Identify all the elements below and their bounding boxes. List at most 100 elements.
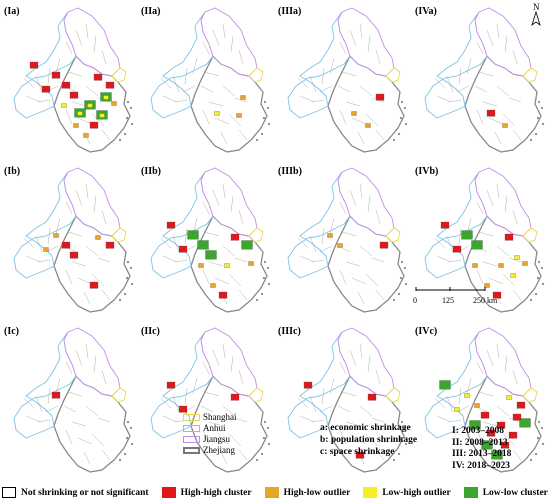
cluster-patch-hh	[69, 91, 79, 99]
province-swatch	[183, 425, 200, 432]
panel-label: (IIIc)	[278, 326, 301, 337]
cluster-patch-lh	[514, 255, 520, 260]
province-name: Jiangsu	[203, 434, 230, 444]
shrinkage-type-legend: a: economic shrinkage b: population shri…	[320, 422, 417, 458]
cluster-patch-ll	[197, 240, 209, 250]
cluster-patch-hl	[95, 235, 101, 240]
cluster-patch-hl	[111, 101, 117, 106]
map-panel-IIb: (IIb)	[141, 166, 271, 313]
cluster-patch-hh	[51, 71, 61, 79]
cluster-patch-ll	[187, 230, 199, 240]
cluster-swatch	[363, 487, 378, 498]
map-panel-IIIb: (IIIb)	[278, 166, 408, 313]
cluster-patch-hh	[218, 291, 228, 299]
panel-label: (IIc)	[141, 326, 160, 337]
map-panel-IIa: (IIa)	[141, 6, 271, 153]
period-legend: I: 2003–2008 II: 2008–2013 III: 2013–201…	[452, 426, 511, 472]
cluster-patch-ll	[469, 420, 481, 430]
map-panel-IIc: (IIc)	[141, 326, 271, 473]
cluster-patch-ll	[481, 440, 493, 450]
period-III: III: 2013–2018	[452, 449, 512, 459]
cluster-patch-hh	[61, 81, 71, 89]
cluster-patch-hh	[508, 431, 518, 439]
cluster-patch-ll	[471, 240, 483, 250]
cluster-patch-hh	[375, 93, 385, 101]
panel-label: (Ic)	[4, 326, 19, 337]
cluster-patch-hh	[367, 393, 377, 401]
cluster-patch-hh	[230, 393, 240, 401]
panel-label: (IVb)	[415, 166, 438, 177]
panel-label: (IIb)	[141, 166, 161, 177]
cluster-patch-hh	[93, 73, 103, 81]
province-swatch	[183, 436, 200, 443]
panel-label: (IIa)	[141, 6, 160, 17]
cluster-patch-lh	[464, 393, 470, 398]
cluster-patch-hh	[89, 281, 99, 289]
cluster-patch-lh	[103, 95, 109, 100]
shrinkage-type-a: a: economic shrinkage	[320, 423, 411, 433]
province-legend: Shanghai Anhui Jiangsu Zhejiang	[183, 412, 237, 456]
panel-label: (IIIb)	[278, 166, 302, 177]
cluster-patch-hh	[452, 245, 462, 253]
cluster-label: Low-high outlier	[382, 487, 451, 498]
cluster-patch-hh	[512, 413, 522, 421]
period-I: I: 2003–2008	[452, 426, 504, 436]
cluster-patch-hl	[522, 261, 528, 266]
cluster-patch-hl	[240, 95, 246, 100]
cluster-patch-lh	[454, 407, 460, 412]
cluster-patch-hl	[502, 123, 508, 128]
cluster-patch-ll	[439, 380, 451, 390]
province-name: Shanghai	[203, 412, 237, 422]
cluster-label: High-high cluster	[180, 487, 252, 498]
period-II: II: 2008–2013	[452, 437, 508, 448]
cluster-patch-hh	[61, 241, 71, 249]
north-label: N	[533, 2, 540, 12]
cluster-patch-hh	[504, 233, 514, 241]
cluster-patch-hl	[474, 403, 480, 408]
cluster-patch-ll	[461, 230, 473, 240]
panel-label: (IVc)	[415, 326, 437, 337]
panel-label: (IVa)	[415, 6, 437, 17]
scale-bar: 0 125 250 km	[413, 286, 509, 315]
cluster-patch-hh	[105, 241, 115, 249]
scale-tick-0: 0	[413, 296, 417, 305]
cluster-patch-hl	[198, 263, 204, 268]
cluster-patch-hl	[236, 113, 242, 118]
cluster-legend-item: Low-high outlier	[363, 487, 451, 498]
cluster-legend-item: Low-low cluster	[463, 487, 548, 498]
panel-label: (IIIa)	[278, 6, 301, 17]
map-panel-Ic: (Ic)	[4, 326, 134, 473]
cluster-legend-item: High-high cluster	[161, 487, 252, 498]
cluster-patch-hh	[29, 61, 39, 69]
cluster-patch-hl	[337, 243, 343, 248]
cluster-patch-hl	[327, 233, 333, 238]
scale-tick-125: 125	[442, 296, 454, 305]
province-name: Anhui	[203, 423, 226, 433]
cluster-patch-hh	[486, 109, 496, 117]
cluster-swatch	[161, 487, 176, 498]
cluster-patch-lh	[506, 395, 512, 400]
cluster-patch-hl	[472, 263, 478, 268]
cluster-legend-item: High-low outlier	[264, 487, 351, 498]
cluster-patch-hh	[355, 451, 365, 459]
province-swatch	[183, 447, 200, 454]
province-legend-item: Anhui	[183, 423, 237, 434]
cluster-patch-lh	[510, 273, 516, 278]
cluster-label: Low-low cluster	[482, 487, 548, 498]
scale-tick-250: 250 km	[473, 296, 498, 305]
map-panel-Ia: (Ia)	[4, 6, 134, 153]
province-legend-item: Zhejiang	[183, 445, 237, 456]
cluster-legend: Not shrinking or not significant High-hi…	[2, 487, 548, 498]
map-panel-IVc: (IVc)	[415, 326, 545, 473]
cluster-patch-hh	[69, 251, 79, 259]
cluster-patch-lh	[61, 103, 67, 108]
cluster-patch-hh	[516, 401, 526, 409]
map-panel-IIIc: (IIIc)	[278, 326, 408, 473]
cluster-label: High-low outlier	[283, 487, 351, 498]
cluster-patch-hh	[492, 291, 502, 299]
map-panel-IIIa: (IIIa)	[278, 6, 408, 153]
cluster-patch-hh	[51, 391, 61, 399]
cluster-patch-hl	[53, 233, 59, 238]
cluster-patch-hl	[248, 261, 254, 266]
